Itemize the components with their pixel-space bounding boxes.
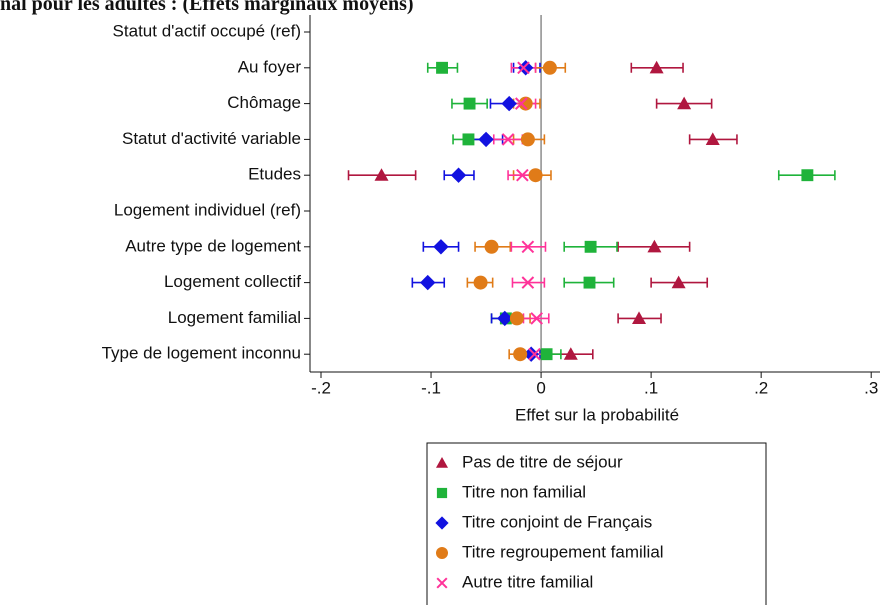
legend-label: Autre titre familial bbox=[462, 572, 593, 591]
point bbox=[450, 167, 467, 183]
point bbox=[530, 312, 543, 325]
y-tick-label: Autre type de logement bbox=[125, 236, 301, 255]
point bbox=[501, 95, 517, 112]
y-tick-label: Logement individuel (ref) bbox=[114, 200, 301, 219]
x-tick-label: 0 bbox=[536, 378, 545, 397]
point bbox=[632, 311, 647, 324]
point bbox=[521, 240, 535, 254]
point bbox=[501, 133, 515, 146]
point bbox=[583, 276, 596, 289]
x-tick-label: .3 bbox=[864, 378, 878, 397]
point bbox=[649, 60, 664, 74]
x-tick-label: .1 bbox=[644, 378, 658, 397]
y-tick-label: Etudes bbox=[248, 165, 301, 184]
point bbox=[473, 275, 488, 290]
point bbox=[462, 133, 475, 146]
legend-marker bbox=[435, 516, 449, 530]
point bbox=[647, 239, 662, 253]
point bbox=[528, 168, 543, 183]
point bbox=[518, 96, 533, 111]
legend-label: Titre regroupement familial bbox=[462, 542, 664, 561]
x-axis-label: Effet sur la probabilité bbox=[515, 405, 679, 424]
x-tick-label: -.2 bbox=[311, 378, 331, 397]
point bbox=[509, 311, 524, 326]
y-tick-label: Logement familial bbox=[168, 308, 301, 327]
point bbox=[463, 97, 476, 110]
point bbox=[513, 347, 528, 362]
point bbox=[671, 275, 686, 289]
legend-marker bbox=[436, 487, 448, 499]
point bbox=[514, 97, 528, 110]
point bbox=[528, 347, 541, 361]
point bbox=[801, 169, 814, 182]
legend-label: Titre non familial bbox=[462, 482, 586, 501]
point bbox=[584, 240, 597, 253]
chart-title: nal pour les adultes : (Effets marginaux… bbox=[0, 0, 414, 15]
point bbox=[520, 132, 535, 147]
point bbox=[517, 60, 534, 76]
legend-box bbox=[426, 442, 767, 605]
point bbox=[523, 346, 539, 362]
x-tick-label: -.1 bbox=[421, 378, 441, 397]
point bbox=[436, 61, 448, 74]
legend-label: Pas de titre de séjour bbox=[462, 452, 623, 471]
point bbox=[540, 348, 553, 361]
y-tick-label: Chômage bbox=[227, 93, 301, 112]
point bbox=[521, 276, 535, 289]
point bbox=[705, 132, 720, 145]
point bbox=[374, 168, 389, 181]
point bbox=[484, 239, 499, 254]
point bbox=[516, 168, 529, 182]
legend-marker bbox=[436, 547, 448, 559]
legend-label: Titre conjoint de Français bbox=[462, 512, 652, 531]
point bbox=[420, 274, 436, 291]
point bbox=[677, 96, 692, 110]
y-tick-label: Type de logement inconnu bbox=[102, 344, 301, 363]
point bbox=[563, 347, 578, 360]
y-tick-label: Statut d'activité variable bbox=[122, 129, 301, 148]
point bbox=[478, 131, 494, 148]
legend-marker bbox=[436, 457, 448, 468]
point bbox=[517, 61, 530, 75]
point bbox=[542, 60, 557, 75]
y-tick-label: Statut d'actif occupé (ref) bbox=[113, 21, 301, 40]
y-tick-label: Logement collectif bbox=[164, 272, 301, 291]
point bbox=[433, 239, 449, 255]
y-tick-label: Au foyer bbox=[238, 57, 302, 76]
point bbox=[497, 310, 513, 327]
legend-marker bbox=[436, 577, 448, 589]
x-tick-label: .2 bbox=[754, 378, 768, 397]
